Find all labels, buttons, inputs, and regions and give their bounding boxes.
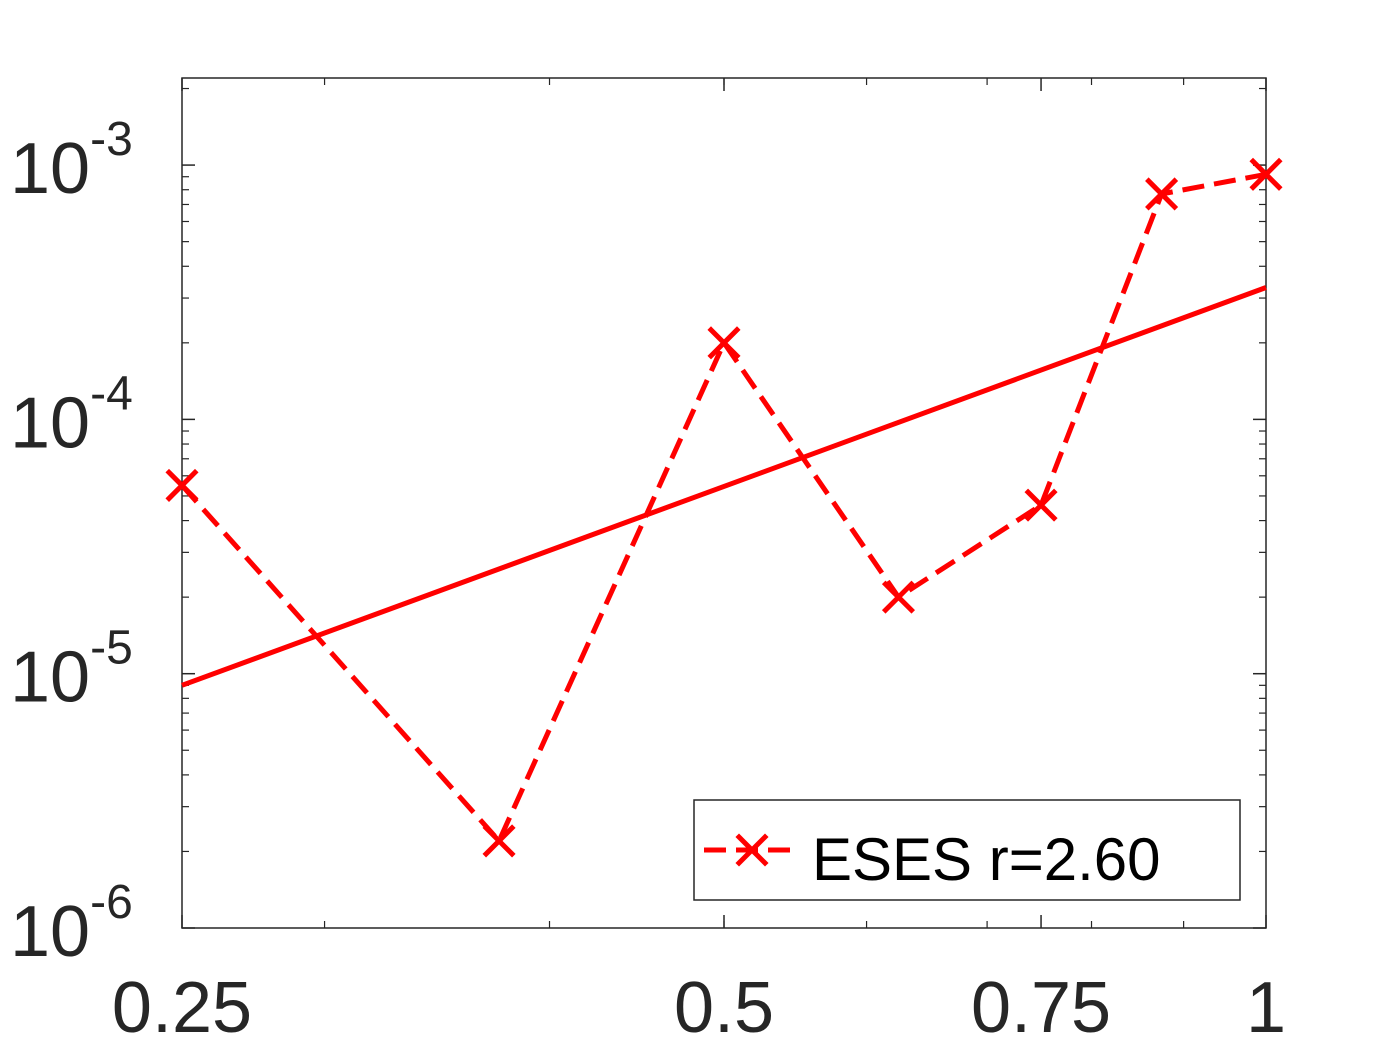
y-tick-label: 10-4 xyxy=(10,367,133,463)
legend-label: ESES r=2.60 xyxy=(812,826,1161,893)
legend-x-glyph xyxy=(735,833,769,867)
y-tick-labels: 10-6 10-5 10-4 10-3 xyxy=(10,113,133,972)
x-tick-labels: 0.25 0.5 0.75 1 xyxy=(112,968,1286,1048)
x-tick-label: 1 xyxy=(1246,968,1286,1048)
y-tick-label: 10-5 xyxy=(10,622,133,718)
plot-area xyxy=(165,77,1283,929)
y-tick-label: 10-3 xyxy=(10,113,133,209)
data-point-marker xyxy=(1249,157,1283,191)
x-tick-label: 0.75 xyxy=(971,968,1111,1048)
data-point-marker xyxy=(1024,488,1058,522)
data-point-marker xyxy=(482,824,516,858)
y-tick-label: 10-6 xyxy=(10,876,133,972)
minor-ticks xyxy=(182,78,1266,928)
legend-marker-x xyxy=(735,833,769,867)
series-line-1 xyxy=(181,285,1267,688)
data-point-marker xyxy=(165,468,199,502)
x-tick-label: 0.5 xyxy=(674,968,774,1048)
legend: ESES r=2.60 xyxy=(693,799,1241,901)
x-tick-label: 0.25 xyxy=(112,968,252,1048)
plot-frame xyxy=(181,77,1267,929)
data-point-marker xyxy=(881,580,916,614)
data-point-marker xyxy=(707,326,741,360)
data-point-marker xyxy=(1145,177,1179,211)
series-layer xyxy=(165,157,1283,858)
